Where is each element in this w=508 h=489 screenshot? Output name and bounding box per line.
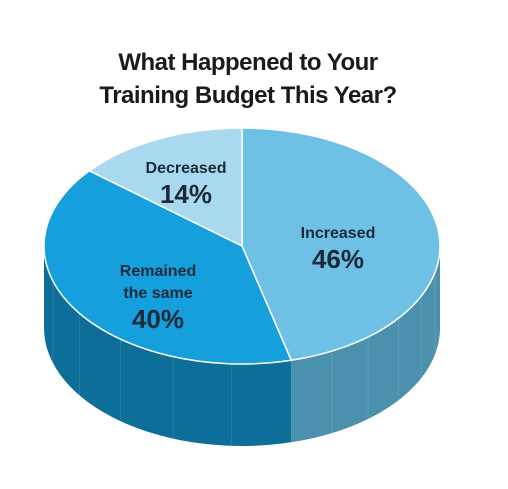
pie-slice-1 xyxy=(43,170,292,365)
pie-slice-label-1-0: Remained xyxy=(120,263,196,280)
chart-title-line-1: What Happened to Your xyxy=(118,49,377,76)
pie-slice-side-1-0 xyxy=(44,246,292,446)
pie-slice-label-0-0: Increased xyxy=(301,225,376,242)
pie-slice-label-2-0: Decreased xyxy=(146,160,227,177)
pie-slice-label-1-1: the same xyxy=(123,285,192,302)
pie-labels: Increased 46% Remained the same 40% Decreased… xyxy=(120,160,376,334)
pie-tops xyxy=(43,127,441,365)
pie-sides xyxy=(44,246,441,446)
chart-title-line-2: Training Budget This Year? xyxy=(99,82,396,109)
pie-slice-value-0: 46% xyxy=(312,244,364,274)
pie-slice-side-0-0 xyxy=(291,246,441,443)
pie-slice-2 xyxy=(88,127,243,247)
pie-slice-value-2: 14% xyxy=(160,179,212,209)
pie-slice-value-1: 40% xyxy=(132,304,184,334)
pie-slice-0 xyxy=(241,127,441,362)
